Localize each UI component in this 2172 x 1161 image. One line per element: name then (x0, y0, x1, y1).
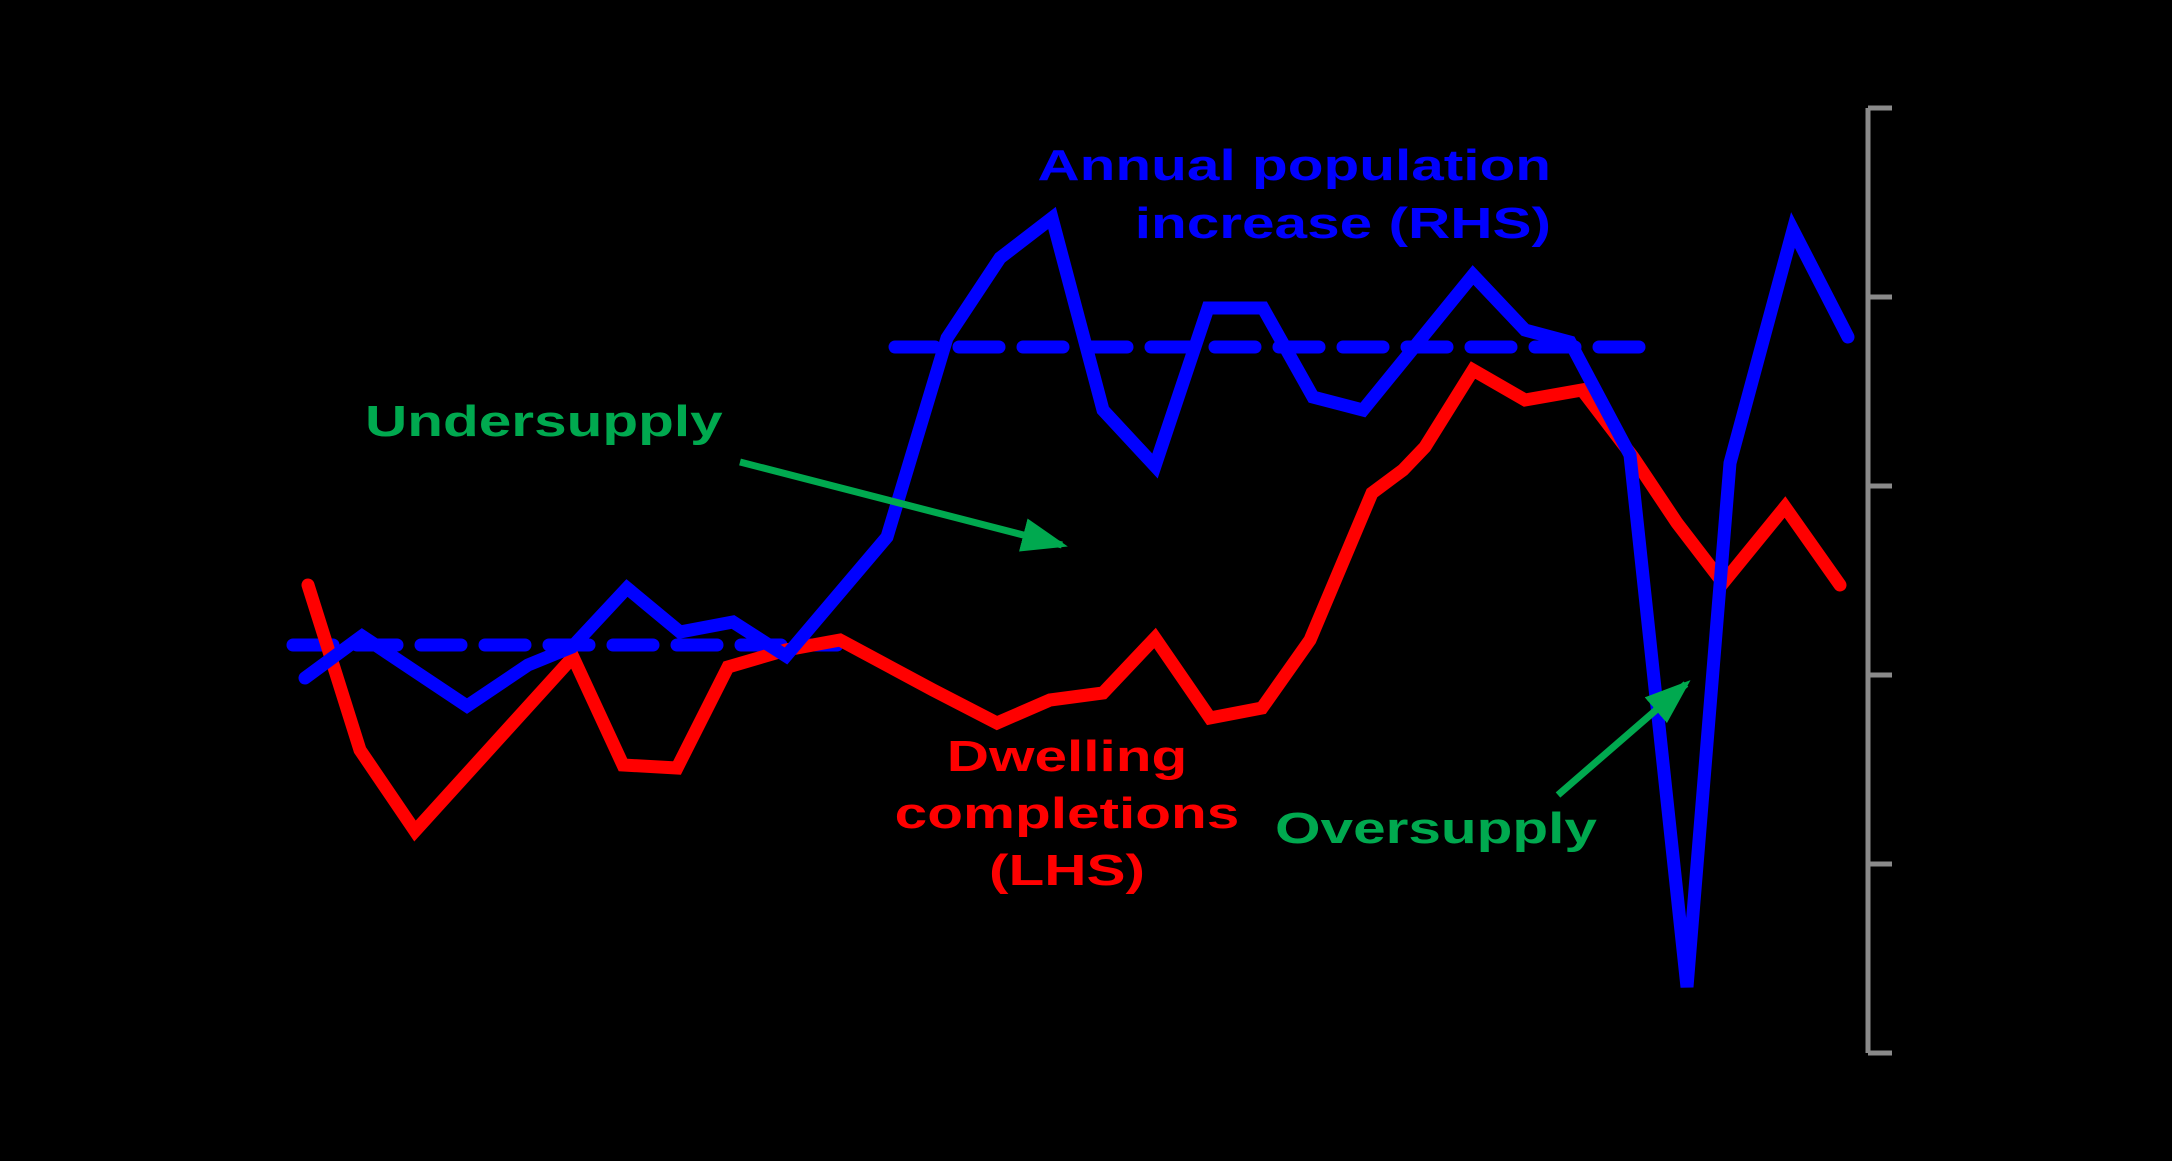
population-series-label: Annual population increase (RHS) (753, 137, 1551, 253)
population-series-label-line2: increase (RHS) (1134, 199, 1551, 248)
right-y-axis (1865, 105, 1892, 1056)
oversupply-arrow (1555, 680, 1691, 798)
dwelling-series-label-line1: Dwelling (946, 732, 1188, 781)
dwelling-series-label: Dwelling completions (LHS) (668, 728, 1466, 899)
undersupply-arrow (739, 458, 1068, 552)
dwelling-series-label-line2: completions (894, 789, 1240, 838)
undersupply-annotation-label: Undersupply (365, 397, 723, 446)
right-axis-layer (1865, 105, 1892, 1056)
series-layer (286, 206, 1855, 988)
population-series-label-line1: Annual population (1037, 141, 1551, 190)
oversupply-annotation-label: Oversupply (1275, 804, 1597, 853)
population-increase-line (298, 206, 1855, 988)
dwelling-series-label-line3: (LHS) (988, 846, 1146, 895)
annotation-arrow-layer (739, 458, 1691, 798)
